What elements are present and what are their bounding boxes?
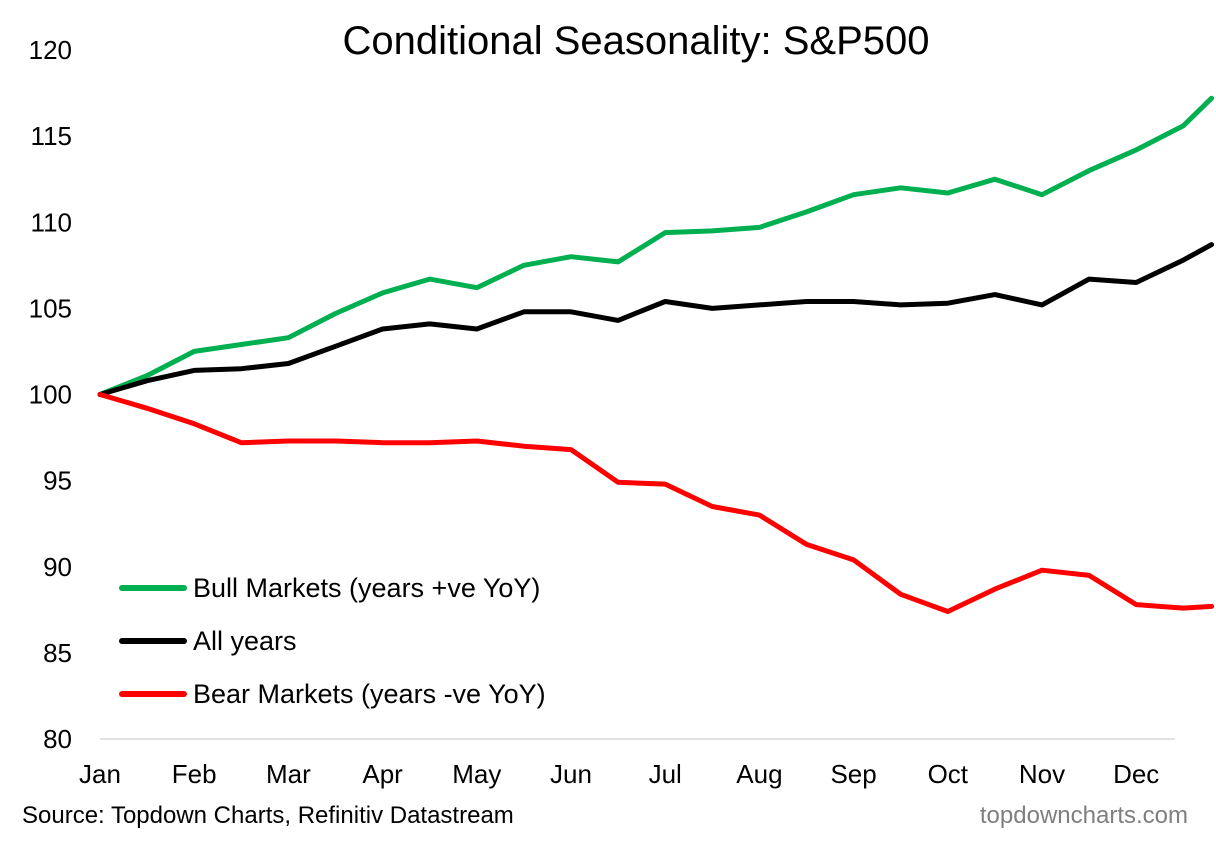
- brand-watermark: topdowncharts.com: [980, 802, 1188, 829]
- x-tick-label: May: [452, 759, 501, 789]
- legend-label: Bull Markets (years +ve YoY): [193, 573, 540, 603]
- x-tick-label: Apr: [362, 759, 403, 789]
- x-tick-label: Dec: [1113, 759, 1159, 789]
- y-axis: 80 85 90 95 100 105 110 115 120: [29, 35, 72, 754]
- y-tick-label: 100: [29, 380, 72, 410]
- x-axis: Jan Feb Mar Apr May Jun Jul Aug Sep Oct Nov Dec: [79, 759, 1159, 789]
- chart-title: Conditional Seasonality: S&P500: [342, 19, 929, 63]
- x-tick-label: Aug: [736, 759, 782, 789]
- series-line-3: [97, 392, 1215, 614]
- x-tick-label: Nov: [1019, 759, 1065, 789]
- series-line-2: [97, 242, 1215, 397]
- x-tick-label: Jan: [79, 759, 121, 789]
- y-tick-label: 95: [43, 466, 72, 496]
- y-tick-label: 110: [31, 207, 72, 237]
- legend-label: Bear Markets (years -ve YoY): [193, 679, 546, 709]
- y-tick-label: 120: [29, 35, 72, 65]
- legend-label: All years: [193, 626, 297, 656]
- x-tick-label: Sep: [830, 759, 876, 789]
- x-tick-label: Jul: [649, 759, 682, 789]
- legend: Bull Markets (years +ve YoY) All years Bea…: [119, 573, 546, 709]
- series-group: [97, 95, 1215, 614]
- y-tick-label: 105: [29, 293, 72, 323]
- x-tick-label: Oct: [928, 759, 969, 789]
- y-tick-label: 85: [43, 638, 72, 668]
- y-tick-label: 90: [43, 552, 72, 582]
- x-tick-label: Jun: [550, 759, 592, 789]
- series-line-1: [97, 95, 1215, 397]
- y-tick-label: 115: [31, 121, 72, 151]
- x-tick-label: Mar: [266, 759, 311, 789]
- source-note: Source: Topdown Charts, Refinitiv Datast…: [22, 802, 514, 829]
- y-tick-label: 80: [43, 724, 72, 754]
- x-tick-label: Feb: [172, 759, 217, 789]
